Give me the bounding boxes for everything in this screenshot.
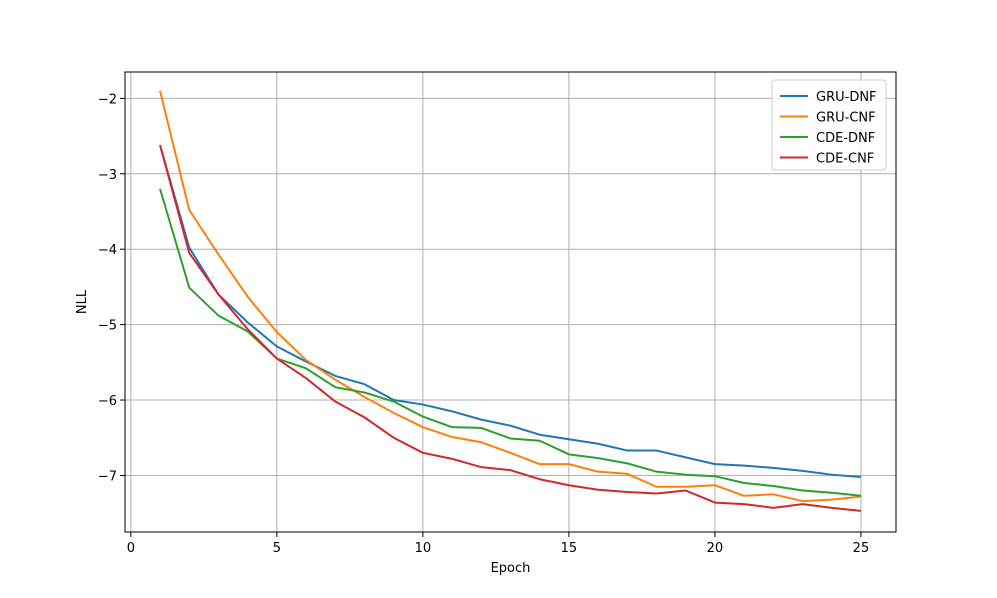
x-tick-label: 5 [273, 541, 281, 556]
x-tick-label: 20 [707, 541, 724, 556]
legend-label: CDE-DNF [816, 131, 875, 146]
y-tick-label: −7 [98, 469, 117, 484]
grid [125, 72, 896, 532]
axis-ticks: 0 5 10 15 20 25 −2 −3 −4 −5 −6 −7 [98, 92, 869, 556]
series-line-gru-cnf [159, 90, 862, 503]
y-tick-label: −5 [98, 319, 117, 334]
legend-box [771, 79, 887, 171]
legend-label: GRU-DNF [816, 90, 877, 105]
series-line-gru-dnf [159, 144, 862, 478]
x-tick-label: 0 [127, 541, 135, 556]
y-tick-label: −6 [98, 394, 117, 409]
y-tick-label: −4 [98, 243, 117, 258]
legend-label: CDE-CNF [816, 152, 874, 167]
series-lines [159, 90, 862, 512]
legend-label: GRU-CNF [816, 111, 876, 126]
legend: GRU-DNF GRU-CNF CDE-DNF CDE-CNF [771, 79, 887, 171]
x-tick-label: 10 [415, 541, 432, 556]
y-tick-label: −3 [98, 168, 117, 183]
x-axis-label: Epoch [491, 561, 531, 576]
plot-frame [124, 71, 897, 533]
y-tick-label: −2 [98, 92, 117, 107]
x-tick-label: 25 [853, 541, 870, 556]
x-tick-label: 15 [561, 541, 578, 556]
series-line-cde-cnf [159, 144, 862, 512]
y-axis-label: NLL [75, 289, 90, 314]
